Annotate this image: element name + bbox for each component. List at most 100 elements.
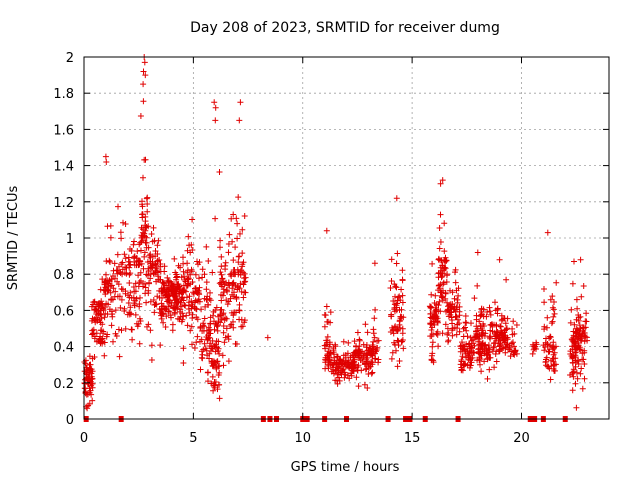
data-point — [147, 327, 154, 334]
data-point — [546, 348, 553, 355]
data-point — [490, 344, 497, 351]
data-point — [186, 242, 193, 249]
data-point — [435, 256, 442, 263]
data-point — [101, 339, 108, 346]
data-point — [507, 353, 514, 360]
data-point — [141, 232, 148, 239]
data-point — [242, 289, 249, 296]
data-point — [447, 311, 454, 318]
data-point — [387, 285, 394, 291]
data-point — [209, 362, 216, 369]
data-point — [164, 286, 171, 293]
data-point — [93, 330, 100, 337]
y-tick-label: 0.8 — [53, 268, 74, 283]
data-point — [333, 360, 340, 367]
data-point — [199, 266, 206, 273]
data-point — [547, 376, 554, 383]
data-point — [393, 260, 400, 267]
data-point — [436, 225, 443, 231]
data-point — [225, 358, 232, 365]
data-point — [375, 337, 382, 344]
data-point — [453, 313, 460, 320]
data-point — [503, 276, 510, 283]
data-point — [579, 356, 586, 363]
data-point — [498, 331, 505, 338]
data-point — [239, 323, 246, 330]
data-point — [114, 251, 121, 258]
data-point — [399, 277, 406, 284]
data-point — [389, 349, 396, 356]
data-point — [457, 343, 464, 350]
data-point — [103, 258, 110, 265]
data-point — [353, 364, 360, 371]
data-point — [440, 279, 447, 286]
data-point — [438, 257, 445, 264]
data-point — [480, 306, 487, 313]
data-point — [582, 333, 589, 340]
data-point — [228, 215, 235, 222]
data-point — [180, 289, 187, 296]
data-point — [453, 331, 460, 338]
data-point — [323, 227, 330, 234]
data-point — [154, 242, 161, 249]
data-point — [496, 256, 503, 263]
data-point — [454, 299, 461, 306]
data-point — [577, 313, 584, 320]
data-point — [436, 245, 443, 252]
data-point — [138, 247, 144, 254]
data-point — [222, 259, 229, 266]
data-point — [218, 271, 225, 278]
data-point — [444, 331, 451, 338]
data-point — [137, 294, 143, 301]
data-point — [550, 339, 557, 346]
data-point — [551, 299, 557, 305]
data-point — [157, 342, 164, 349]
data-point — [150, 297, 157, 303]
data-point — [142, 284, 149, 291]
data-point — [387, 329, 394, 335]
data-point — [116, 263, 122, 270]
data-point — [541, 326, 548, 333]
y-tick-label: 0.4 — [53, 341, 74, 356]
data-point — [456, 312, 463, 319]
data-point — [481, 358, 488, 365]
data-point — [482, 342, 489, 349]
data-point — [529, 350, 536, 357]
data-point — [435, 343, 442, 350]
data-point — [362, 321, 369, 328]
data-point — [439, 177, 446, 184]
data-point — [498, 317, 505, 324]
data-point — [158, 312, 165, 319]
data-point — [89, 315, 96, 322]
data-point — [328, 368, 335, 375]
data-point — [145, 290, 152, 297]
data-point — [217, 244, 223, 251]
data-point — [573, 404, 580, 411]
data-point — [91, 307, 98, 314]
data-point — [428, 327, 435, 333]
data-point — [102, 310, 109, 317]
data-point — [370, 343, 377, 350]
data-point — [231, 289, 237, 296]
data-point — [451, 295, 458, 302]
y-tick-label: 1.2 — [53, 196, 74, 211]
data-point — [240, 281, 247, 288]
data-point — [388, 256, 395, 263]
data-point — [236, 253, 243, 260]
data-point — [573, 369, 580, 376]
data-point — [393, 302, 400, 309]
data-point — [467, 345, 474, 352]
data-point — [371, 260, 378, 267]
data-point — [579, 385, 586, 392]
data-point — [578, 337, 585, 344]
data-point — [323, 303, 330, 310]
data-point — [111, 260, 118, 267]
data-point — [205, 378, 211, 385]
x-tick-label: 20 — [513, 431, 530, 446]
data-point — [89, 355, 96, 362]
data-point — [428, 291, 435, 298]
data-point — [569, 387, 576, 394]
data-point — [445, 337, 452, 344]
data-point — [433, 330, 440, 337]
data-point — [212, 215, 219, 222]
